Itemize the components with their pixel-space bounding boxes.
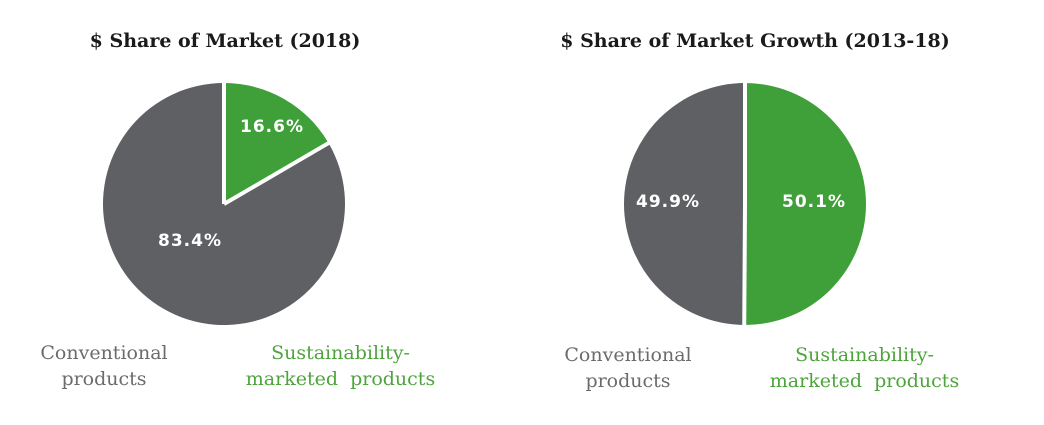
legend-sustainable-line1: Sustainability-: [795, 344, 934, 366]
legend-conventional-line1: Conventional: [40, 342, 168, 364]
legend-sustainable-line2: marketed products: [245, 368, 436, 390]
pie-slice-sustainable: [744, 83, 866, 325]
data-label-conventional: 83.4%: [158, 231, 222, 251]
data-label-sustainable: 50.1%: [782, 192, 846, 212]
legend-conventional-line2: products: [61, 368, 147, 390]
data-label-sustainable: 16.6%: [240, 117, 304, 137]
pie-slice-sustainable: [224, 83, 329, 204]
legend-sustainable-line1: Sustainability-: [271, 342, 410, 364]
data-label-conventional: 49.9%: [636, 192, 700, 212]
slice-divider: [222, 140, 331, 206]
legend-conventional-line1: Conventional: [564, 344, 692, 366]
pie-slice-conventional: [623, 83, 745, 325]
chart-title-market-growth: $ Share of Market Growth (2013-18): [560, 30, 950, 52]
legend-conventional-1: Conventional products: [28, 340, 180, 392]
legend-sustainable-2: Sustainability- marketed products: [762, 342, 967, 394]
legend-sustainable-line2: marketed products: [769, 370, 960, 392]
legend-conventional-2: Conventional products: [552, 342, 704, 394]
slice-divider: [742, 203, 747, 327]
chart-title-market-share: $ Share of Market (2018): [89, 30, 361, 52]
legend-conventional-line2: products: [585, 370, 671, 392]
pie-market-growth: 50.1% 49.9%: [623, 82, 866, 327]
pie-market-share: 16.6% 83.4%: [102, 82, 345, 325]
legend-sustainable-1: Sustainability- marketed products: [238, 340, 443, 392]
